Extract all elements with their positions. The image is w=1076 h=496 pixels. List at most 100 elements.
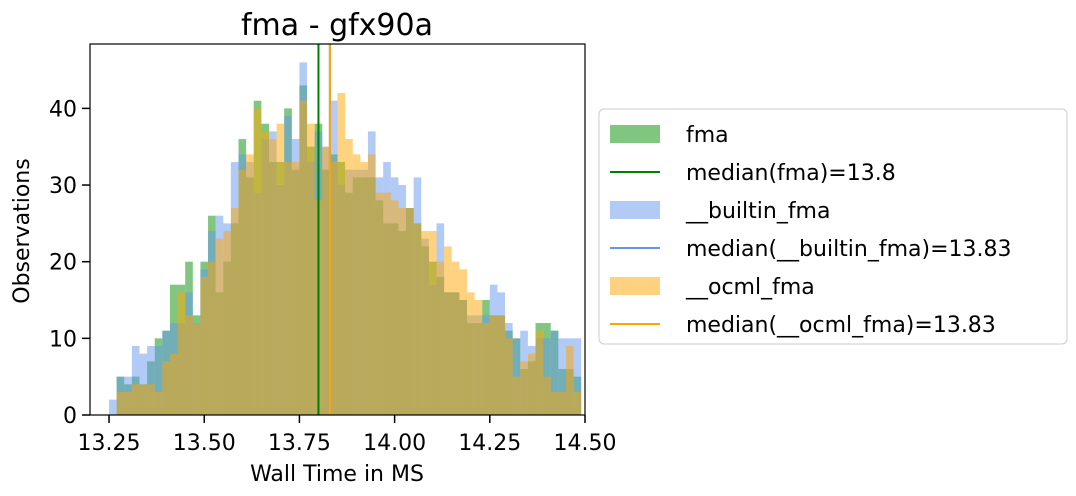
legend-label: median(__ocml_fma)=13.83 xyxy=(686,313,996,338)
legend-label: fma xyxy=(686,123,729,148)
histogram-bars xyxy=(109,62,582,416)
histogram-bar xyxy=(421,231,429,415)
histogram-bar xyxy=(390,200,399,415)
legend-swatch xyxy=(610,201,660,219)
x-tick-label: 14.25 xyxy=(458,431,521,456)
histogram-bar xyxy=(177,292,186,415)
legend-label: __builtin_fma xyxy=(685,199,830,224)
histogram-bar xyxy=(147,384,155,415)
histogram-bar xyxy=(413,223,422,415)
histogram-bar xyxy=(527,353,536,415)
histogram-bar xyxy=(139,384,148,415)
histogram-bar xyxy=(512,376,521,415)
histogram-bar xyxy=(482,323,490,415)
histogram-bar xyxy=(466,292,475,415)
y-tick-label: 30 xyxy=(49,174,77,199)
histogram-bar xyxy=(497,315,506,415)
histogram-bar xyxy=(543,376,551,415)
histogram-bar xyxy=(185,315,193,415)
histogram-bar xyxy=(352,154,361,415)
histogram-bar xyxy=(489,315,498,415)
histogram-bar xyxy=(573,338,582,415)
histogram-bar xyxy=(131,346,140,415)
histogram-bar xyxy=(223,231,231,415)
histogram-bar xyxy=(261,131,269,415)
histogram-bar xyxy=(147,346,155,415)
histogram-bar xyxy=(322,146,330,415)
legend-label: __ocml_fma xyxy=(685,275,815,300)
histogram-bar xyxy=(169,353,178,415)
histogram-bar xyxy=(428,231,437,415)
histogram-bar xyxy=(459,269,467,415)
histogram-bar xyxy=(200,277,209,415)
y-tick-label: 10 xyxy=(49,327,77,352)
x-axis-ticks: 13.25 13.50 13.75 14.00 14.25 14.50 xyxy=(78,415,617,456)
chart-title: fma - gfx90a xyxy=(241,8,433,43)
histogram-bar xyxy=(307,123,315,415)
median-lines xyxy=(317,44,331,415)
histogram-bar xyxy=(505,338,513,415)
histogram-bar xyxy=(451,261,460,415)
y-tick-label: 40 xyxy=(49,97,77,122)
histogram-bar xyxy=(444,246,452,415)
histogram-bar xyxy=(299,100,308,415)
histogram-bar xyxy=(345,139,353,416)
histogram-bar xyxy=(329,162,338,415)
histogram-bar xyxy=(268,139,277,416)
legend-label: median(__builtin_fma)=13.83 xyxy=(686,237,1012,262)
histogram-bar xyxy=(154,346,163,415)
histogram-bar xyxy=(337,93,346,415)
x-tick-label: 13.75 xyxy=(268,431,331,456)
histogram-bar xyxy=(246,154,254,415)
histogram-bar xyxy=(383,192,391,415)
x-tick-label: 14.50 xyxy=(554,431,617,456)
histogram-bar xyxy=(535,330,544,415)
histogram-bar xyxy=(550,330,559,415)
histogram-bar xyxy=(406,208,414,415)
legend-entry: median(fma)=13.8 xyxy=(610,161,896,186)
histogram-bar xyxy=(116,392,125,415)
legend-entry: __ocml_fma xyxy=(610,275,815,300)
plot-frame xyxy=(89,43,586,416)
histogram-bar xyxy=(124,392,132,415)
y-tick-label: 0 xyxy=(63,404,77,429)
legend-swatch xyxy=(610,277,660,295)
y-tick-label: 20 xyxy=(49,251,77,276)
histogram-bar xyxy=(360,162,368,415)
histogram-bar xyxy=(154,392,163,415)
y-axis-ticks: 0 10 20 30 40 xyxy=(49,97,90,429)
series-ocmlfma-bars xyxy=(116,93,582,416)
histogram-bar xyxy=(230,208,239,415)
histogram-bar xyxy=(238,169,247,415)
legend-entry: __builtin_fma xyxy=(610,199,830,224)
histogram-bar xyxy=(550,392,559,415)
histogram-bar xyxy=(284,162,292,415)
histogram-bar xyxy=(375,192,384,415)
histogram-bar xyxy=(291,162,300,415)
x-tick-label: 13.25 xyxy=(78,431,141,456)
legend-entry: fma xyxy=(610,123,729,148)
x-axis-label: Wall Time in MS xyxy=(250,462,424,487)
histogram-bar xyxy=(208,261,216,415)
histogram-bar xyxy=(109,399,117,415)
x-tick-label: 14.00 xyxy=(363,431,426,456)
histogram-bar xyxy=(215,238,224,415)
histogram-bar xyxy=(474,300,483,415)
legend: fma median(fma)=13.8 __builtin_fma median(_… xyxy=(598,108,1068,345)
legend-items: fma median(fma)=13.8 __builtin_fma median(_… xyxy=(610,123,1012,338)
histogram-bar xyxy=(398,208,407,415)
histogram-bar xyxy=(436,261,445,415)
histogram-bar xyxy=(520,361,528,415)
histogram-bar xyxy=(565,346,574,415)
histogram-bar xyxy=(131,384,140,415)
histogram-bar xyxy=(253,108,262,415)
histogram-bar xyxy=(573,392,582,415)
histogram-bar xyxy=(162,361,170,415)
histogram-bar xyxy=(558,392,566,415)
legend-label: median(fma)=13.8 xyxy=(686,161,896,186)
histogram-bar xyxy=(367,154,376,415)
x-tick-label: 13.50 xyxy=(173,431,236,456)
histogram-bar xyxy=(192,323,201,415)
histogram-bar xyxy=(276,123,285,415)
